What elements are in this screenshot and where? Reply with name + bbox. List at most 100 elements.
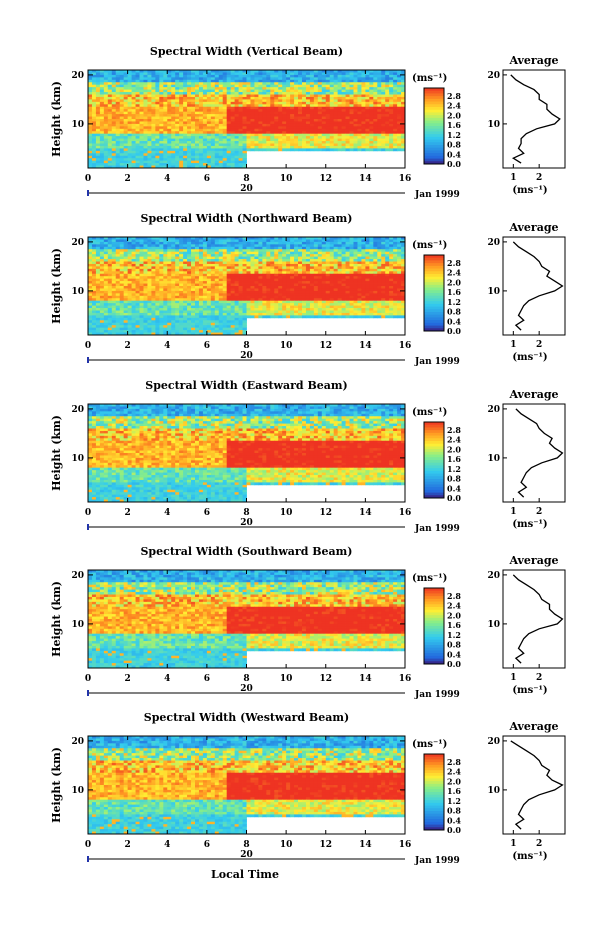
colorbar-segment (424, 593, 444, 597)
colorbar-segment (424, 104, 444, 108)
day-label: 20 (240, 184, 253, 194)
colorbar-segment (424, 443, 444, 447)
colorbar-frame (423, 587, 445, 665)
x-tick-label: 0 (85, 840, 91, 850)
colorbar-tick-label: 2.8 (447, 91, 461, 101)
colorbar-segment (424, 265, 444, 269)
colorbar-tick-label: 2.4 (447, 767, 461, 777)
colorbar-tick-label: 2.8 (447, 757, 461, 767)
day-label: 20 (240, 850, 253, 860)
colorbar-segment (424, 770, 444, 774)
colorbar-segment (424, 432, 444, 436)
colorbar-segment (424, 274, 444, 278)
day-label: 20 (240, 518, 253, 528)
colorbar (424, 754, 444, 831)
colorbar-segment (424, 134, 444, 138)
colorbar-tick-label: 0.0 (447, 825, 461, 835)
profile-line (515, 408, 564, 498)
panels-group: Spectral Width (Vertical Beam)0 2 4 6 8 10 12 1… (50, 45, 566, 866)
colorbar-segment (424, 617, 444, 621)
colorbar-segment (424, 805, 444, 809)
colorbar-segment (424, 128, 444, 132)
y-tick-label: 20 (71, 405, 84, 415)
colorbar-segment (424, 797, 444, 801)
profile-y-tick-label: 10 (487, 120, 500, 130)
colorbar-segment (424, 601, 444, 605)
colorbar-segment (424, 117, 444, 121)
colorbar-unit: (ms⁻¹) (412, 240, 447, 251)
colorbar-segment (424, 484, 444, 488)
y-axis-label: Height (km) (50, 415, 63, 491)
colorbar-segment (424, 460, 444, 464)
heatmap-field (88, 70, 406, 169)
colorbar-frame (423, 753, 445, 831)
x-tick-label: 6 (204, 174, 210, 184)
colorbar-tick-label: 1.2 (447, 297, 461, 307)
colorbar-tick-label: 0.4 (447, 649, 461, 659)
colorbar-segment (424, 287, 444, 291)
x-tick-label: 16 (399, 840, 412, 850)
x-tick-label: 14 (359, 674, 372, 684)
profile-title: Average (508, 221, 558, 234)
colorbar-segment (424, 446, 444, 450)
profile-y-tick-label: 20 (487, 71, 500, 81)
colorbar-segment (424, 789, 444, 793)
colorbar-segment (424, 112, 444, 116)
colorbar-tick-label: 2.8 (447, 591, 461, 601)
colorbar-segment (424, 161, 444, 165)
colorbar (424, 588, 444, 665)
colorbar-segment (424, 255, 444, 259)
colorbar-segment (424, 620, 444, 624)
colorbar-segment (424, 489, 444, 493)
day-label: 20 (240, 684, 253, 694)
x-tick-label: 16 (399, 508, 412, 518)
colorbar-segment (424, 655, 444, 659)
x-tick-label: 10 (280, 341, 293, 351)
colorbar-segment (424, 642, 444, 646)
colorbar (424, 255, 444, 332)
colorbar-segment (424, 306, 444, 310)
colorbar-segment (424, 762, 444, 766)
x-tick-label: 2 (124, 840, 130, 850)
colorbar-segment (424, 136, 444, 140)
colorbar-segment (424, 263, 444, 267)
profile-x-tick-label: 2 (536, 173, 542, 183)
profile-line (512, 241, 564, 331)
profile-x-tick-label: 2 (536, 507, 542, 517)
y-tick-label: 20 (71, 737, 84, 747)
x-tick-label: 14 (359, 174, 372, 184)
profile-y-tick-label: 20 (487, 238, 500, 248)
colorbar-segment (424, 303, 444, 307)
profile-x-tick-label: 2 (536, 340, 542, 350)
colorbar-segment (424, 811, 444, 815)
profile-title: Average (508, 388, 558, 401)
colorbar-segment (424, 115, 444, 119)
x-tick-label: 14 (359, 840, 372, 850)
colorbar-segment (424, 800, 444, 804)
colorbar-segment (424, 457, 444, 461)
colorbar-segment (424, 147, 444, 151)
profile-x-tick-label: 2 (536, 839, 542, 849)
colorbar-segment (424, 271, 444, 275)
colorbar-tick-label: 2.0 (447, 776, 461, 786)
profile-frame (502, 69, 566, 169)
colorbar-segment (424, 612, 444, 616)
colorbar-segment (424, 754, 444, 758)
colorbar-segment (424, 827, 444, 831)
profile-y-tick-label: 20 (487, 405, 500, 415)
x-tick-label: 6 (204, 508, 210, 518)
heatmap-field (88, 570, 406, 669)
x-axis-title: Local Time (211, 868, 279, 881)
colorbar-segment (424, 756, 444, 760)
colorbar-segment (424, 284, 444, 288)
colorbar-segment (424, 759, 444, 763)
colorbar-segment (424, 604, 444, 608)
y-axis-label: Height (km) (50, 747, 63, 823)
colorbar-segment (424, 462, 444, 466)
x-tick-label: 6 (204, 840, 210, 850)
colorbar-tick-label: 0.8 (447, 474, 461, 484)
colorbar-segment (424, 153, 444, 157)
profile-unit: (ms⁻¹) (512, 685, 547, 696)
x-tick-label: 8 (243, 840, 249, 850)
day-label: 20 (240, 351, 253, 361)
